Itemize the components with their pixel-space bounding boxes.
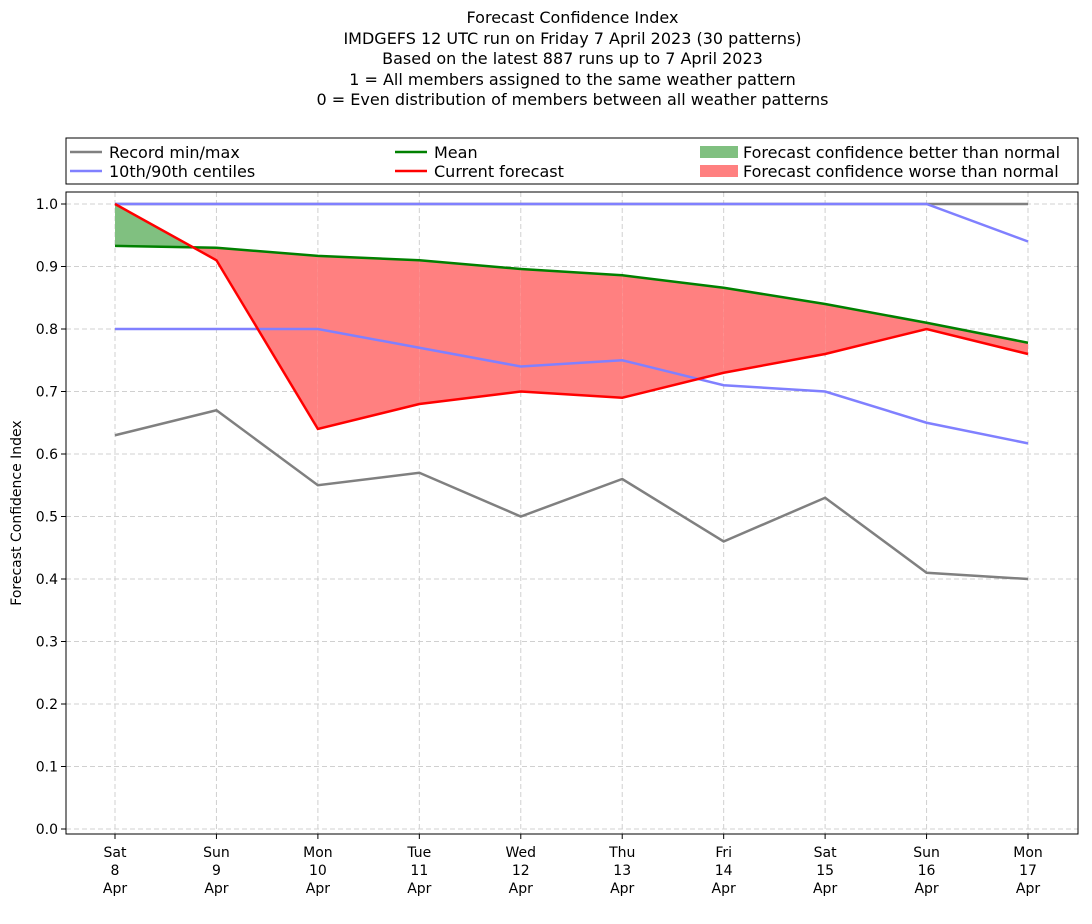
x-tick-label: Mon (303, 845, 333, 861)
x-tick-label: Wed (506, 845, 537, 861)
x-tick-label: Thu (608, 845, 635, 861)
x-tick-label: Sun (203, 845, 230, 861)
x-tick-label: Apr (306, 881, 330, 897)
y-tick-label: 0.6 (36, 447, 58, 463)
title-line: IMDGEFS 12 UTC run on Friday 7 April 202… (343, 28, 802, 48)
legend-swatch (700, 146, 738, 158)
x-tick-label: Apr (204, 881, 228, 897)
x-tick-label: Mon (1013, 845, 1043, 861)
x-tick-label: 17 (1019, 863, 1037, 879)
x-tick-label: Apr (1016, 881, 1040, 897)
legend-label: Record min/max (109, 143, 240, 162)
x-tick-label: 13 (613, 863, 631, 879)
x-tick-label: 9 (212, 863, 221, 879)
title-line: 0 = Even distribution of members between… (316, 90, 829, 109)
x-tick-label: Apr (813, 881, 837, 897)
worse-than-normal-fill (825, 304, 927, 354)
x-tick-label: Apr (103, 881, 127, 897)
y-tick-label: 0.3 (36, 635, 58, 651)
worse-than-normal-fill (520, 269, 623, 398)
y-tick-label: 0.9 (36, 260, 58, 276)
legend-label: 10th/90th centiles (109, 162, 255, 181)
x-tick-label: 16 (918, 863, 936, 879)
x-tick-label: 12 (512, 863, 530, 879)
y-tick-label: 0.4 (36, 572, 58, 588)
x-tick-label: Apr (509, 881, 533, 897)
x-tick-label: Sat (814, 845, 837, 861)
x-tick-label: Apr (712, 881, 736, 897)
y-axis-label: Forecast Confidence Index (9, 420, 25, 605)
x-tick-label: Apr (407, 881, 431, 897)
x-tick-label: Sun (913, 845, 940, 861)
worse-than-normal-fill (419, 260, 521, 404)
record-min-line (114, 408, 1029, 581)
worse-than-normal-fill (926, 322, 1028, 354)
x-tick-label: 15 (816, 863, 834, 879)
y-tick-label: 0.1 (36, 760, 58, 776)
y-tick-label: 1.0 (36, 197, 58, 213)
title-line: Based on the latest 887 runs up to 7 Apr… (382, 49, 763, 68)
x-tick-label: 11 (410, 863, 428, 879)
worse-than-normal-fill (622, 275, 724, 398)
x-tick-label: Sat (104, 845, 127, 861)
x-tick-label: Apr (610, 881, 634, 897)
y-tick-label: 0.8 (36, 322, 58, 338)
x-tick-label: 8 (111, 863, 120, 879)
legend-label: Current forecast (434, 162, 564, 181)
x-tick-label: Fri (715, 845, 732, 861)
legend-label: Forecast confidence worse than normal (743, 162, 1059, 181)
worse-than-normal-fill (723, 287, 826, 373)
y-tick-label: 0.2 (36, 697, 58, 713)
worse-than-normal-fill (317, 255, 420, 429)
mean-line (114, 244, 1029, 344)
x-tick-label: 10 (309, 863, 327, 879)
x-tick-label: Apr (914, 881, 938, 897)
title-line: 1 = All members assigned to the same wea… (349, 69, 796, 89)
chart-title: Forecast Confidence Index IMDGEFS 12 UTC… (0, 8, 1092, 111)
legend-swatch (700, 165, 738, 177)
10th-centile-line (115, 327, 1029, 445)
legend-label: Forecast confidence better than normal (743, 143, 1060, 162)
worse-than-normal-fill (216, 247, 318, 429)
legend-label: Mean (434, 143, 478, 162)
plot-frame (65, 191, 1079, 835)
x-tick-label: Tue (406, 845, 431, 861)
90th-centile-line (115, 202, 1029, 243)
title-line: Forecast Confidence Index (466, 8, 679, 27)
current-forecast-line (114, 202, 1029, 431)
y-tick-label: 0.7 (36, 385, 58, 401)
y-tick-label: 0.5 (36, 510, 58, 526)
legend-box (65, 137, 1079, 185)
x-tick-label: 14 (715, 863, 733, 879)
y-tick-label: 0.0 (36, 822, 58, 838)
